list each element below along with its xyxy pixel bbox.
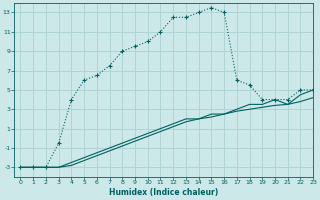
X-axis label: Humidex (Indice chaleur): Humidex (Indice chaleur) <box>109 188 218 197</box>
